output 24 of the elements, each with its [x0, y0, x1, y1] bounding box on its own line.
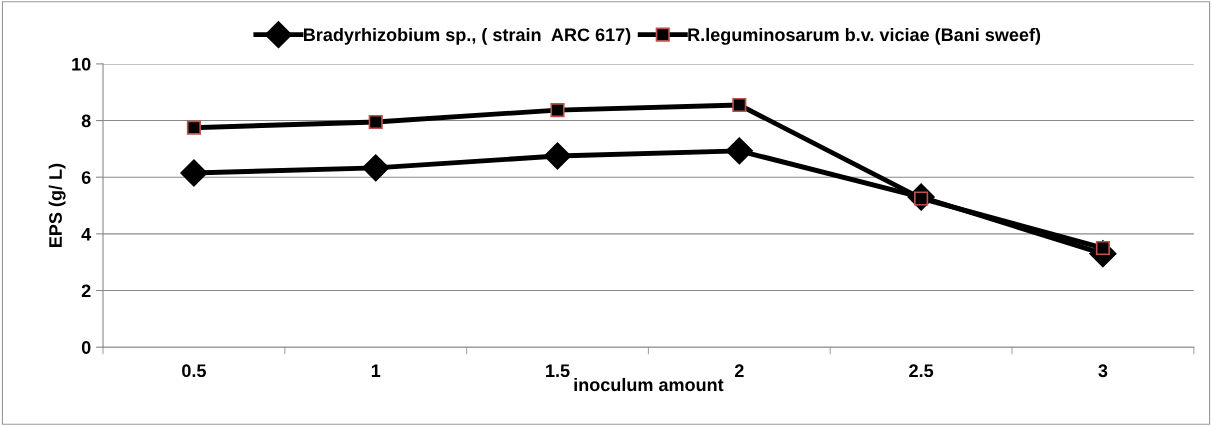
legend-label: R.leguminosarum b.v. viciae (Bani sweef) — [688, 27, 1041, 45]
point — [543, 142, 572, 170]
x-axis-title: inoculum amount — [574, 377, 724, 392]
y-tick-label: 2 — [81, 284, 91, 298]
x-tick-label: 3 — [1098, 364, 1108, 378]
y-tick-label: 0 — [81, 341, 91, 354]
point — [550, 102, 565, 118]
x-tick-label: 2.5 — [909, 364, 934, 378]
point — [362, 154, 390, 182]
x-tick-label: 1 — [371, 364, 381, 377]
legend-label: Bradyrhizobium sp., ( strain ARC 617) — [304, 27, 631, 45]
point — [725, 137, 753, 165]
point — [368, 114, 383, 130]
y-tick-label: 4 — [81, 227, 92, 241]
point — [180, 159, 208, 187]
x-tick-label: 2 — [734, 364, 744, 377]
point — [186, 120, 202, 135]
y-tick-label: 10 — [72, 57, 91, 71]
x-tick-label: 0.5 — [182, 364, 206, 378]
x-tick-label: 1.5 — [546, 364, 570, 378]
y-tick-label: 8 — [81, 114, 91, 128]
y-tick-label: 6 — [81, 171, 91, 184]
y-axis-title: EPS (g/ L) — [48, 163, 66, 247]
point — [732, 97, 747, 113]
